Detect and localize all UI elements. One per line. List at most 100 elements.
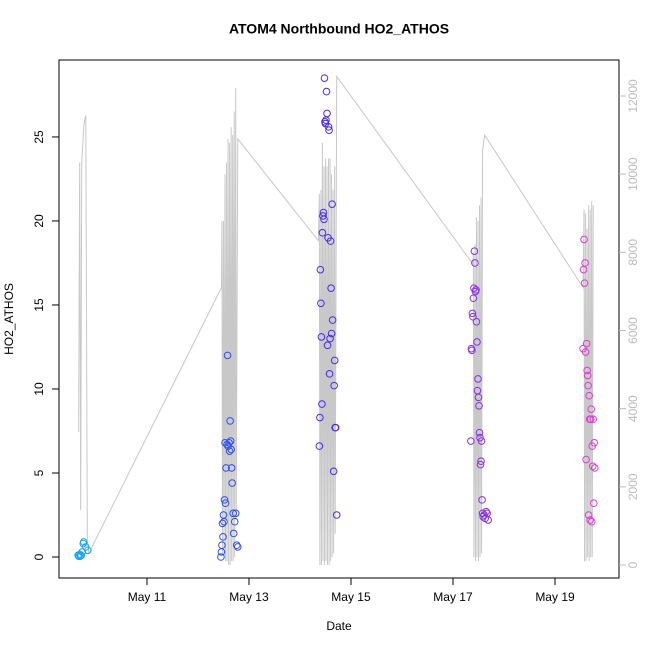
y2-tick-label: 0 bbox=[626, 561, 640, 568]
data-point bbox=[476, 460, 485, 469]
data-point bbox=[588, 462, 597, 471]
data-point bbox=[469, 312, 477, 321]
data-point bbox=[327, 329, 336, 338]
data-point bbox=[473, 338, 481, 346]
y-tick-label: 5 bbox=[32, 469, 46, 476]
data-point bbox=[221, 499, 230, 508]
data-point bbox=[323, 341, 332, 350]
data-point bbox=[217, 553, 225, 561]
data-point bbox=[233, 543, 242, 551]
data-point bbox=[467, 437, 475, 445]
x-tick-label: May 15 bbox=[331, 590, 371, 604]
y-tick-label: 0 bbox=[32, 553, 46, 560]
data-point bbox=[584, 381, 592, 390]
data-point bbox=[587, 517, 596, 526]
data-point bbox=[84, 546, 92, 555]
data-point bbox=[318, 228, 327, 237]
data-point bbox=[474, 393, 483, 402]
data-point bbox=[324, 123, 333, 131]
data-point bbox=[328, 200, 336, 208]
data-point bbox=[228, 479, 236, 487]
data-point bbox=[585, 391, 593, 400]
data-point bbox=[230, 517, 239, 526]
y-tick-label: 20 bbox=[32, 214, 46, 228]
data-point bbox=[589, 415, 598, 424]
data-point bbox=[474, 375, 482, 383]
data-point bbox=[484, 516, 492, 524]
data-point bbox=[226, 417, 234, 425]
data-point bbox=[590, 438, 599, 447]
data-point bbox=[77, 551, 85, 560]
data-point bbox=[322, 87, 331, 96]
y2-tick-label: 8000 bbox=[626, 239, 640, 266]
data-point bbox=[475, 401, 483, 410]
data-point bbox=[330, 356, 339, 365]
data-point bbox=[475, 428, 484, 437]
data-point bbox=[471, 259, 479, 267]
data-point bbox=[76, 552, 84, 560]
data-point bbox=[590, 464, 599, 472]
data-point bbox=[582, 339, 591, 348]
data-point bbox=[478, 496, 486, 504]
data-point bbox=[220, 517, 228, 526]
data-point bbox=[223, 351, 232, 360]
x-axis-label: Date bbox=[326, 619, 352, 633]
plot-frame bbox=[58, 59, 620, 579]
y-tick-label: 25 bbox=[32, 130, 46, 144]
data-point bbox=[231, 509, 240, 518]
data-point bbox=[580, 279, 589, 287]
data-point bbox=[326, 334, 334, 343]
data-point bbox=[317, 299, 325, 308]
data-point bbox=[232, 541, 241, 550]
data-point bbox=[325, 126, 333, 135]
data-point bbox=[325, 370, 334, 378]
x-tick-label: May 17 bbox=[433, 590, 473, 604]
data-point bbox=[318, 400, 326, 408]
chart-title: ATOM4 Northbound HO2_ATHOS bbox=[229, 21, 449, 37]
data-point bbox=[320, 74, 329, 82]
data-point bbox=[583, 366, 591, 375]
data-point bbox=[468, 346, 476, 355]
data-point bbox=[332, 511, 341, 519]
data-point bbox=[226, 437, 235, 445]
x-tick-label: May 13 bbox=[229, 590, 269, 604]
data-point bbox=[330, 381, 338, 390]
x-tick-label: May 11 bbox=[128, 590, 167, 604]
data-line bbox=[78, 74, 594, 565]
data-point bbox=[227, 464, 236, 472]
data-point bbox=[225, 438, 233, 447]
y2-tick-label: 4000 bbox=[626, 395, 640, 422]
data-point bbox=[469, 294, 478, 303]
data-point bbox=[331, 423, 340, 432]
data-point bbox=[581, 348, 590, 356]
data-point bbox=[472, 286, 480, 294]
data-point bbox=[589, 499, 598, 508]
y-axis-label: HO2_ATHOS bbox=[2, 283, 16, 355]
x-tick-label: May 19 bbox=[535, 590, 575, 604]
data-point bbox=[470, 247, 479, 256]
data-point bbox=[219, 533, 227, 541]
data-point bbox=[468, 309, 477, 318]
y2-tick-label: 12000 bbox=[626, 79, 640, 113]
data-point bbox=[222, 464, 230, 472]
y-tick-label: 10 bbox=[32, 382, 46, 396]
data-point bbox=[582, 455, 590, 464]
data-point bbox=[327, 284, 335, 292]
data-point bbox=[477, 437, 486, 445]
data-point bbox=[316, 413, 324, 422]
data-point bbox=[218, 541, 226, 550]
data-point bbox=[586, 415, 595, 424]
y-tick-label: 15 bbox=[32, 298, 46, 312]
data-point bbox=[477, 457, 485, 466]
data-point bbox=[482, 507, 490, 516]
data-point bbox=[320, 215, 328, 224]
data-point bbox=[587, 405, 596, 413]
data-point bbox=[580, 235, 588, 244]
data-point bbox=[581, 259, 589, 267]
data-point bbox=[227, 445, 235, 454]
data-point bbox=[472, 317, 481, 326]
data-point bbox=[586, 516, 594, 524]
data-point bbox=[79, 538, 88, 546]
